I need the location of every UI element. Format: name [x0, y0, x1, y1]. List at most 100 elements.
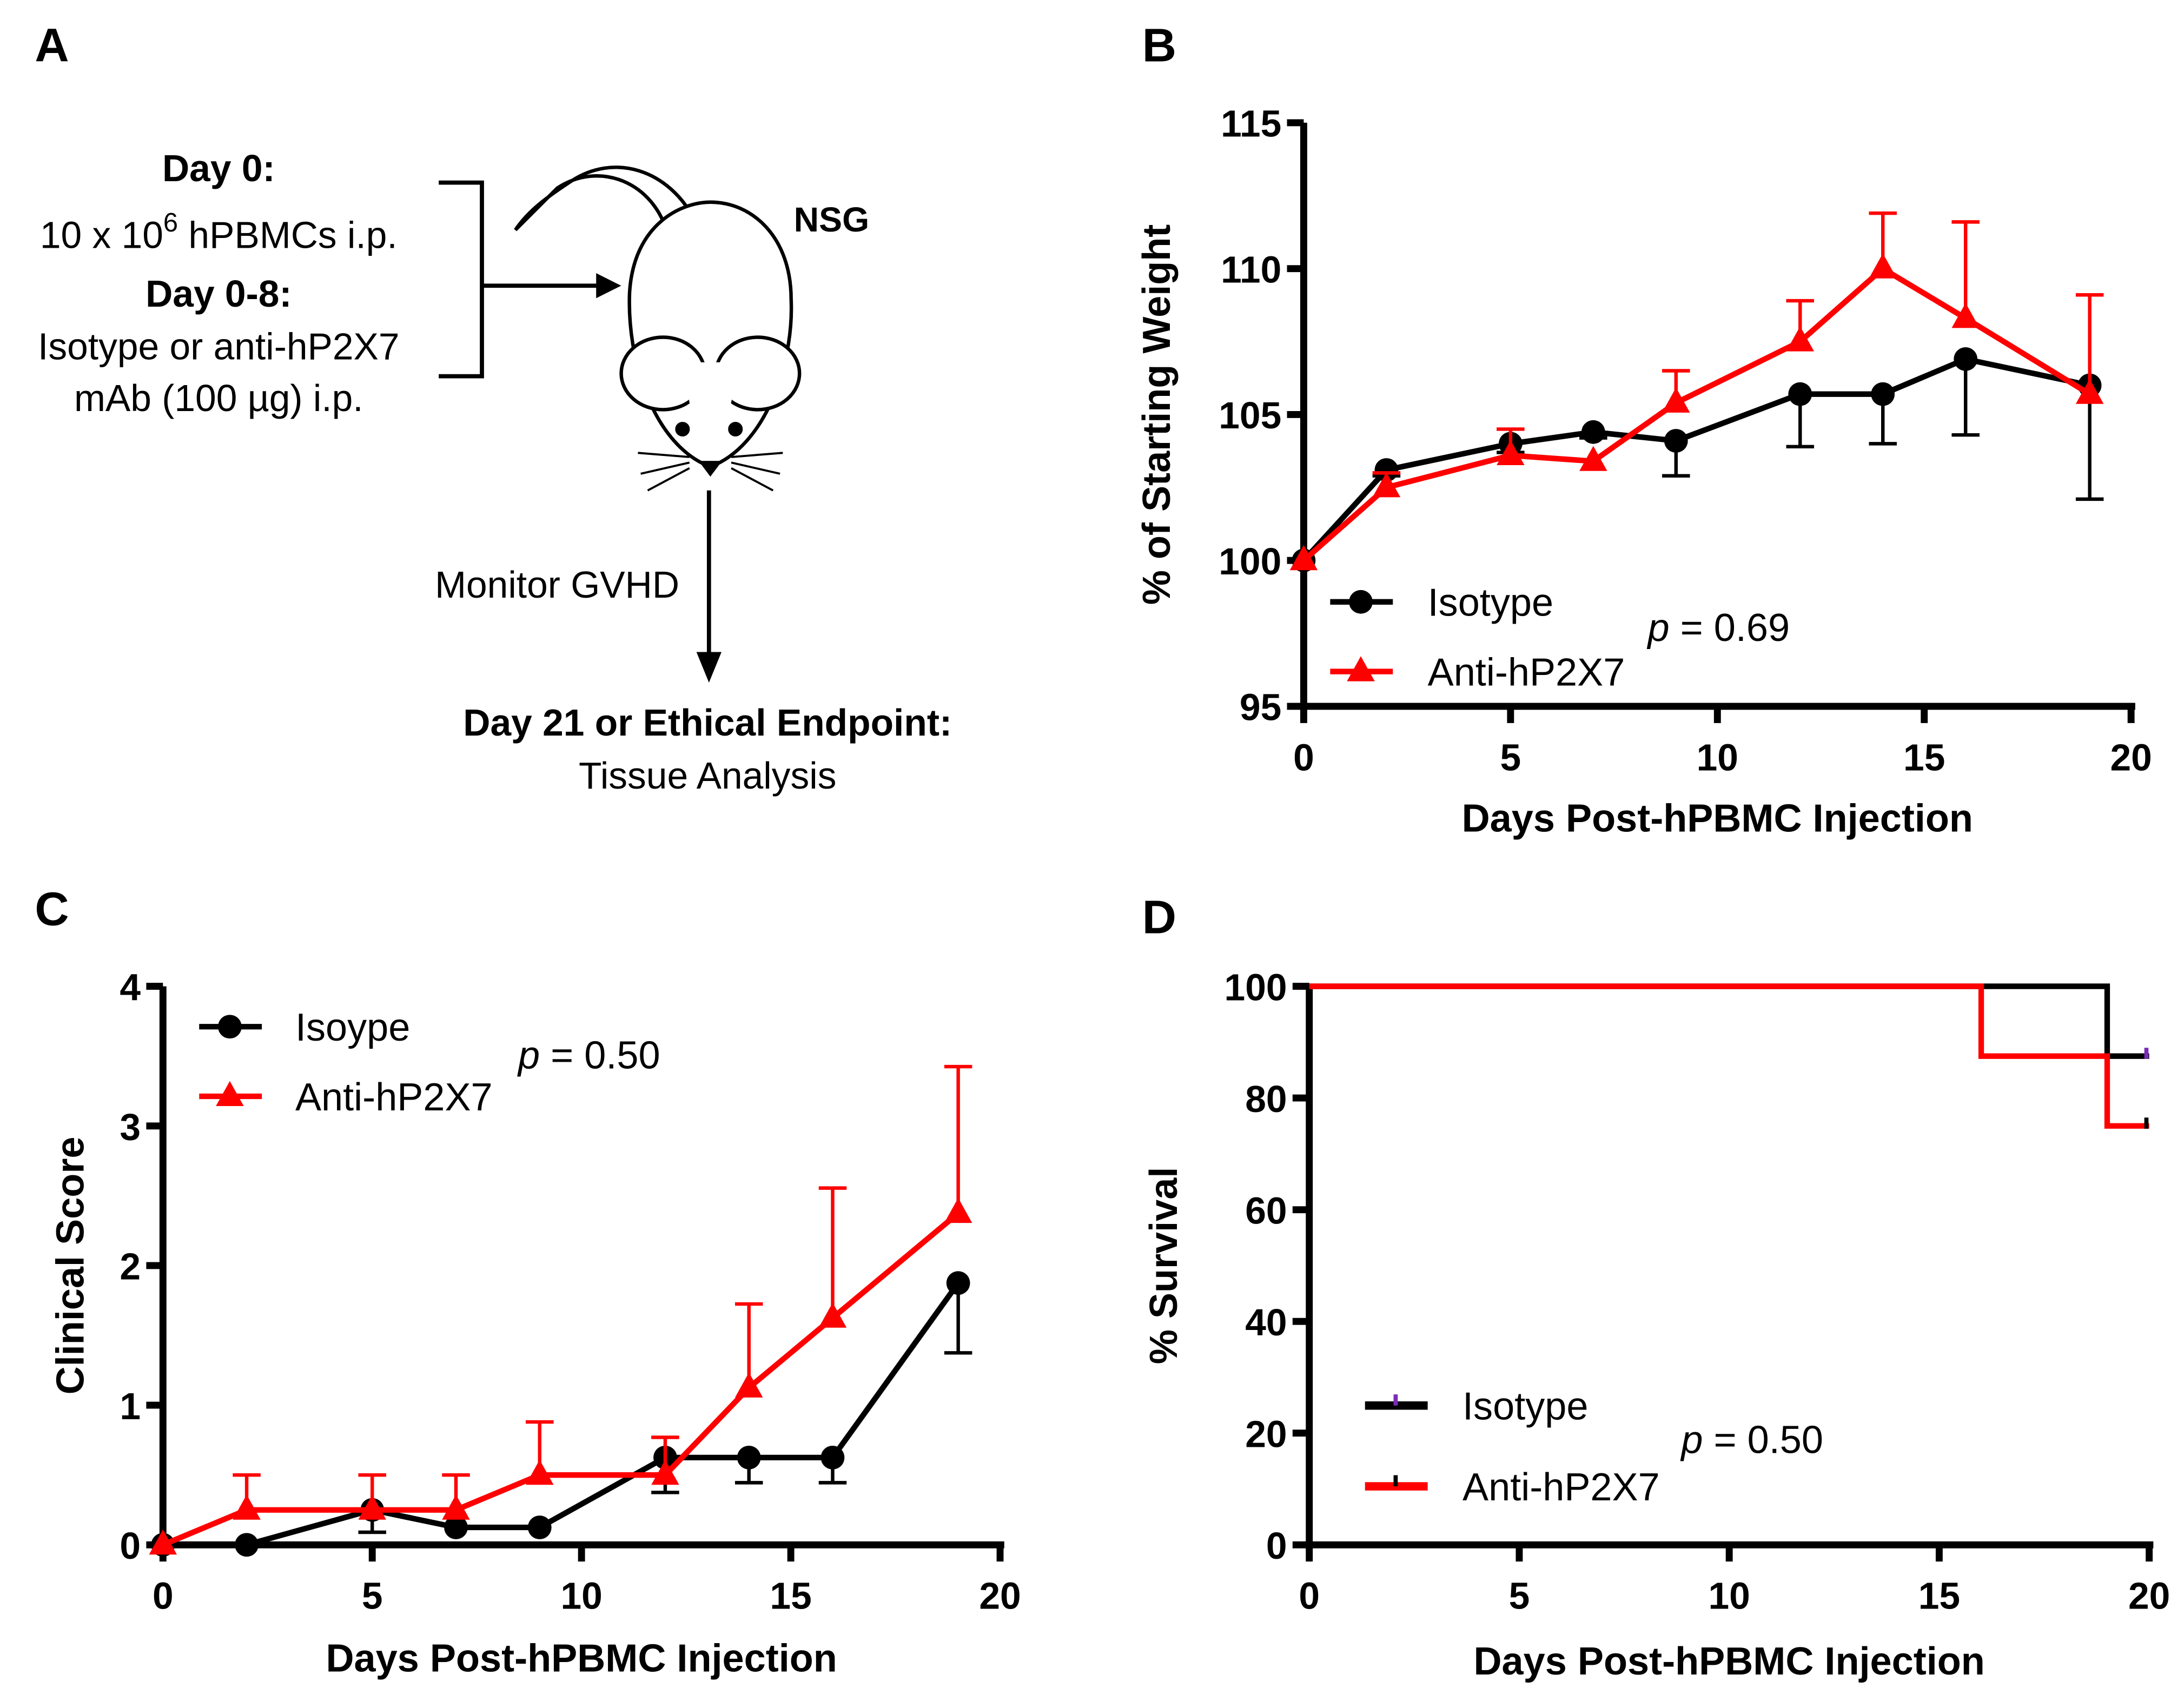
endpoint-text: Tissue Analysis: [579, 754, 837, 797]
y-tick-label: 0: [120, 1525, 141, 1567]
data-point: [358, 1494, 386, 1520]
x-axis-title: Days Post-hPBMC Injection: [1473, 1640, 1984, 1683]
legend-marker: [1347, 656, 1375, 681]
chart-d: 0 5 10 15 20 0 20 40 60 80 100 Days Post-hPBMC Inje…: [1142, 966, 2170, 1683]
y-tick-label: 100: [1225, 966, 1287, 1008]
x-tick-label: 10: [561, 1575, 603, 1617]
data-point: [1289, 545, 1318, 571]
x-tick-label: 0: [1299, 1575, 1320, 1617]
mouse-icon: [514, 166, 802, 492]
data-point: [944, 1197, 972, 1223]
x-tick-label: 5: [1500, 736, 1521, 778]
series-isotype: [1292, 347, 2104, 573]
x-tick-label: 5: [1509, 1575, 1530, 1617]
series-anti-hp2x7: [1289, 211, 2104, 571]
data-point: [1662, 387, 1690, 413]
data-point: [1374, 458, 1399, 482]
legend-label: Isotype: [1462, 1385, 1588, 1428]
y-tick-label: 40: [1245, 1301, 1287, 1343]
survival-line: [1309, 983, 2149, 1059]
data-point: [1951, 303, 1980, 328]
x-tick-label: 15: [1903, 736, 1945, 778]
x-tick-label: 5: [362, 1575, 383, 1617]
y-tick-label: 2: [120, 1246, 141, 1288]
day0-text: 10 x 106 hPBMCs i.p.: [40, 208, 398, 256]
data-point: [1786, 326, 1815, 352]
y-tick-label: 100: [1219, 540, 1281, 583]
data-point: [737, 1446, 761, 1470]
data-point: [444, 1515, 468, 1539]
data-point: [1869, 253, 1897, 279]
legend-marker: [216, 1081, 244, 1107]
data-point: [527, 1515, 552, 1539]
p-symbol: p: [1680, 1418, 1703, 1461]
legend-label: Anti-hP2X7: [1428, 651, 1625, 694]
down-arrow-head-icon: [696, 652, 722, 683]
p-symbol: p: [517, 1034, 540, 1077]
p-value-annotation: p = 0.69: [1647, 606, 1790, 650]
chart-c: 0 5 10 15 20 0 1 2 3 4 Days Post-hPBMC Injection Cl…: [49, 966, 1021, 1680]
p-value-annotation: p = 0.50: [517, 1034, 660, 1077]
series-anti-hp2x7: [1309, 983, 2149, 1129]
p-symbol: p: [1647, 606, 1670, 650]
data-point: [1497, 440, 1525, 466]
data-point: [1664, 429, 1688, 453]
p-value: = 0.69: [1670, 606, 1790, 650]
x-tick-label: 15: [1918, 1575, 1960, 1617]
x-tick-label: 10: [1709, 1575, 1750, 1617]
series-isotype: [151, 1271, 972, 1557]
arrow-head-icon: [596, 273, 621, 299]
day0-title: Day 0:: [162, 147, 275, 189]
data-point: [818, 1302, 847, 1328]
panel-label-c: C: [35, 882, 69, 935]
data-point: [820, 1446, 845, 1470]
mouse-label: NSG: [794, 200, 870, 239]
y-tick-label: 0: [1266, 1525, 1287, 1567]
y-tick-label: 60: [1245, 1189, 1287, 1232]
y-axis-title: % Survival: [1142, 1167, 1186, 1365]
series-line: [162, 1211, 960, 1548]
data-point: [2075, 379, 2104, 404]
x-axis-title: Days Post-hPBMC Injection: [326, 1637, 837, 1680]
day08-line1: Isotype or anti-hP2X7: [38, 326, 400, 368]
data-point: [1581, 420, 1605, 444]
series-anti-hp2x7: [149, 1064, 972, 1555]
y-tick-label: 80: [1245, 1078, 1287, 1120]
series-line: [1302, 265, 2092, 563]
legend-marker: [218, 1015, 242, 1039]
data-point: [149, 1529, 177, 1555]
series-line: [1301, 356, 2090, 562]
y-tick-label: 3: [120, 1106, 141, 1148]
legend-marker: [1349, 590, 1373, 614]
survival-line: [1309, 983, 2149, 1129]
y-tick-label: 4: [120, 966, 141, 1008]
data-point: [734, 1372, 763, 1398]
legend-label: Isoype: [295, 1006, 410, 1049]
data-point: [1579, 446, 1607, 471]
data-point: [1788, 382, 1812, 406]
y-tick-label: 105: [1219, 394, 1281, 436]
data-point: [235, 1533, 259, 1557]
x-tick-label: 20: [2128, 1575, 2170, 1617]
series-isotype: [1309, 983, 2149, 1059]
y-tick-label: 110: [1221, 248, 1281, 290]
panel-label-b: B: [1142, 19, 1176, 72]
y-axis-title: Clinical Score: [49, 1137, 92, 1395]
day08-title: Day 0-8:: [145, 273, 292, 315]
day08-line2: mAb (100 µg) i.p.: [74, 377, 363, 419]
data-point: [1372, 472, 1401, 498]
monitor-label: Monitor GVHD: [435, 564, 679, 606]
data-point: [1954, 347, 1978, 371]
panel-label-d: D: [1142, 891, 1176, 944]
bracket: [439, 180, 599, 379]
x-tick-label: 10: [1697, 736, 1738, 778]
x-tick-label: 0: [1293, 736, 1314, 778]
data-point: [442, 1494, 470, 1520]
y-tick-label: 1: [120, 1385, 141, 1427]
legend-label: Anti-hP2X7: [1462, 1466, 1660, 1509]
y-tick-label: 115: [1221, 103, 1281, 145]
x-tick-label: 15: [770, 1575, 811, 1617]
data-point: [651, 1459, 679, 1485]
p-value: = 0.50: [540, 1034, 660, 1077]
